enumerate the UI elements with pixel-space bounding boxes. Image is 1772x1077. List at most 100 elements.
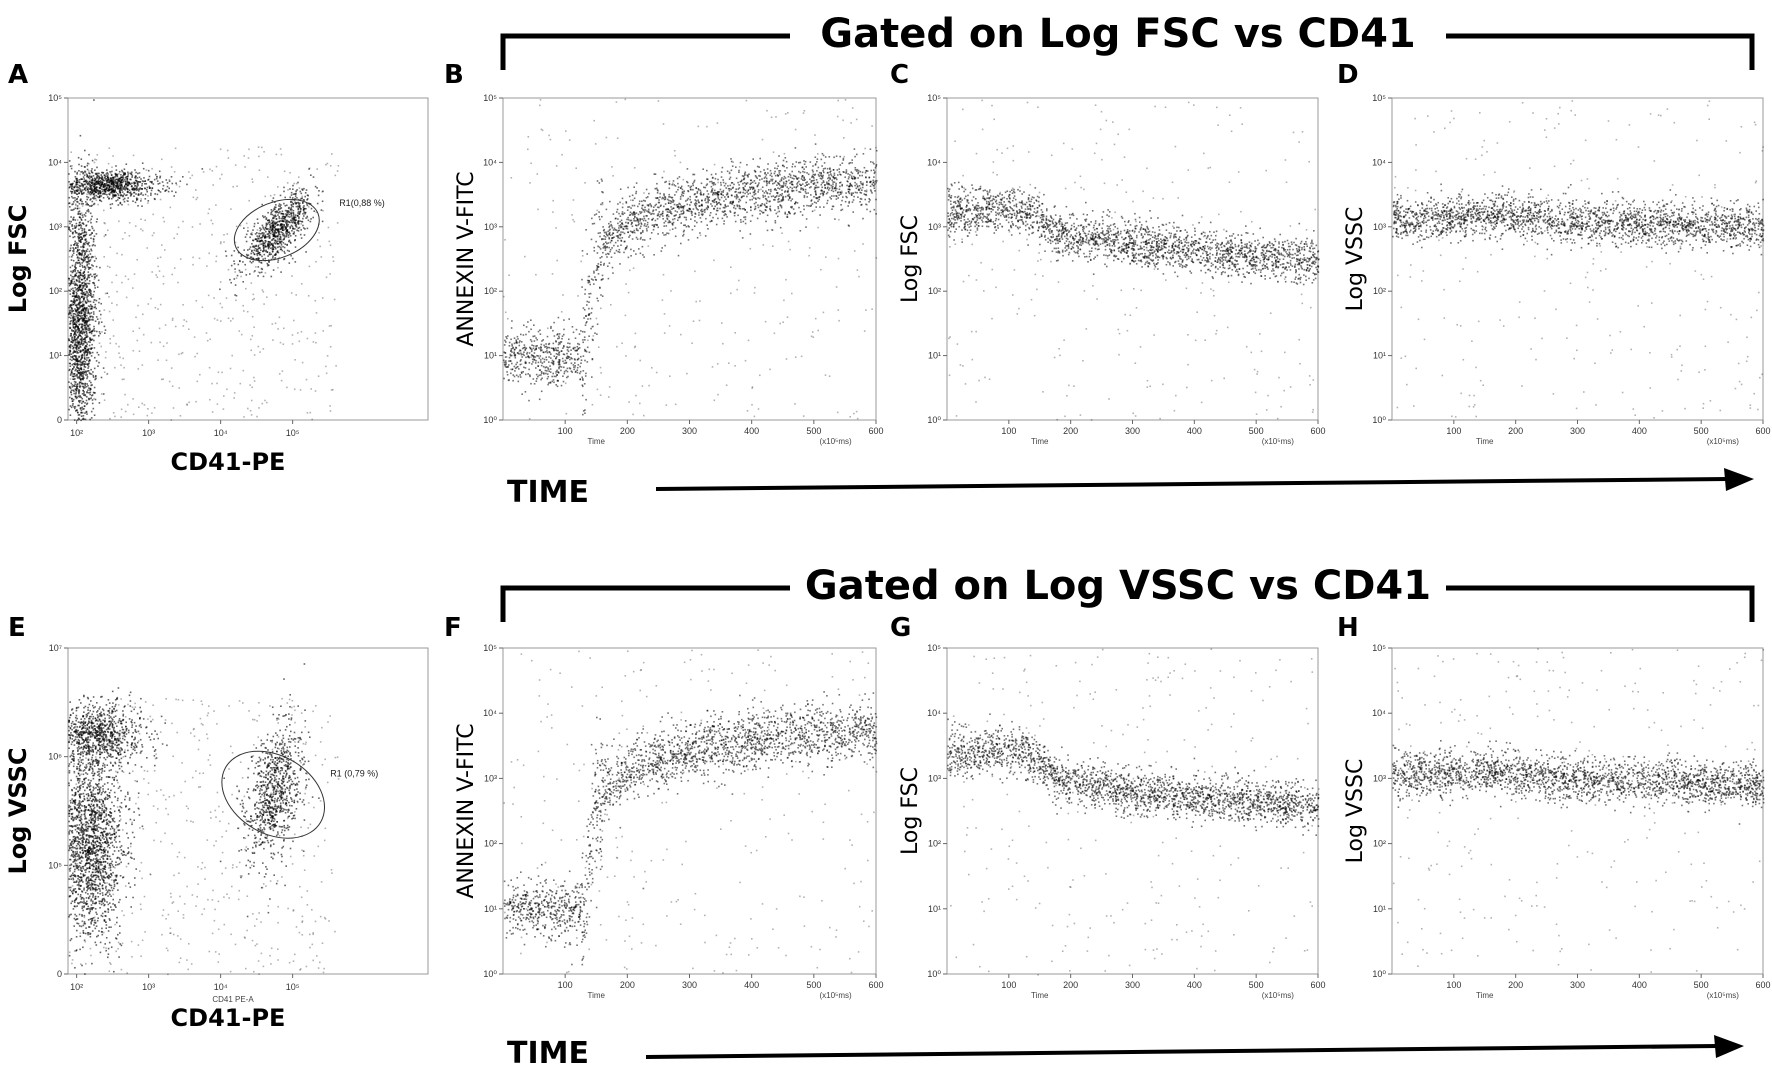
point [755,176,758,178]
point [78,179,81,181]
point [72,303,75,306]
point [111,182,113,185]
point [170,419,173,421]
point [103,256,105,258]
point [129,195,132,197]
point [115,200,117,202]
point [762,190,764,192]
point [828,179,830,182]
point [558,366,560,369]
point [87,271,90,273]
point [95,360,98,362]
point [175,191,177,194]
point [627,206,629,208]
point [74,231,77,234]
point [262,226,264,228]
point [709,212,712,214]
point [682,230,685,233]
point [121,253,123,256]
point [281,213,284,215]
point [223,241,225,243]
point [301,197,303,199]
point [99,190,102,192]
point [119,187,122,189]
point [114,172,117,175]
point [550,357,552,359]
point [80,258,83,261]
point [294,216,296,218]
point [291,201,294,204]
point [80,292,82,295]
point [72,316,74,318]
point [201,168,204,170]
point [76,358,78,360]
point [601,256,603,258]
point [268,261,270,263]
point [93,290,95,293]
point [83,231,85,234]
point [162,216,165,219]
point [104,188,106,190]
point [91,200,94,203]
point [244,268,247,271]
point [560,366,563,368]
point [854,167,857,169]
point [104,222,106,225]
point [298,226,301,229]
point [306,199,308,201]
point [611,225,613,227]
point [211,411,214,413]
point [81,254,83,257]
point [690,218,692,220]
point [175,183,178,186]
point [202,171,205,173]
point [691,214,693,216]
point [104,193,107,195]
point [68,354,70,356]
point [704,211,706,213]
point [274,243,277,245]
point [306,203,308,205]
point [233,392,236,394]
point [540,390,543,393]
point [195,300,198,302]
point [82,300,84,303]
point [633,250,635,252]
point [90,348,92,350]
point [129,191,132,193]
point [123,197,126,200]
point [312,341,315,343]
point [801,183,804,185]
point [845,195,847,198]
point [291,197,294,199]
point [83,387,85,389]
point [93,183,96,186]
point [177,226,180,229]
point [81,372,84,374]
point [646,215,648,217]
point [82,184,84,187]
point [118,185,121,187]
point [274,221,276,224]
point [300,229,302,231]
point [530,319,532,321]
point [670,206,672,208]
point [789,174,792,177]
point [138,406,140,408]
point [837,197,839,199]
point [315,341,317,344]
point [88,192,90,195]
x-tick-label: 300 [682,426,697,436]
point [822,168,825,170]
point [631,194,634,197]
point [73,365,75,368]
point [78,236,80,239]
point [90,186,92,188]
point [635,227,638,230]
point [270,258,273,261]
point [275,218,278,220]
point [733,206,735,209]
point [542,372,545,374]
point [85,345,87,347]
point [294,222,297,224]
